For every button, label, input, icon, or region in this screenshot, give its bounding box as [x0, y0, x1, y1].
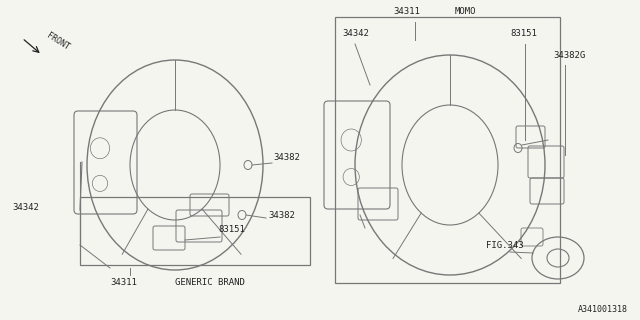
Text: 83151: 83151	[218, 225, 245, 234]
Text: 34342: 34342	[342, 29, 369, 38]
Text: FRONT: FRONT	[45, 32, 71, 52]
Text: 34382G: 34382G	[553, 51, 585, 60]
Text: 34342: 34342	[12, 203, 39, 212]
Bar	[80, 197, 310, 265]
Text: MOMO: MOMO	[455, 7, 477, 16]
Text: GENERIC BRAND: GENERIC BRAND	[175, 278, 245, 287]
Bar	[335, 17, 560, 283]
Text: FIG.343: FIG.343	[486, 241, 524, 250]
Text: 83151: 83151	[510, 29, 537, 38]
Text: 34311: 34311	[393, 7, 420, 16]
Text: 34311: 34311	[110, 278, 137, 287]
Text: A341001318: A341001318	[578, 305, 628, 314]
Text: 34382: 34382	[268, 211, 295, 220]
Text: 34382: 34382	[273, 153, 300, 162]
